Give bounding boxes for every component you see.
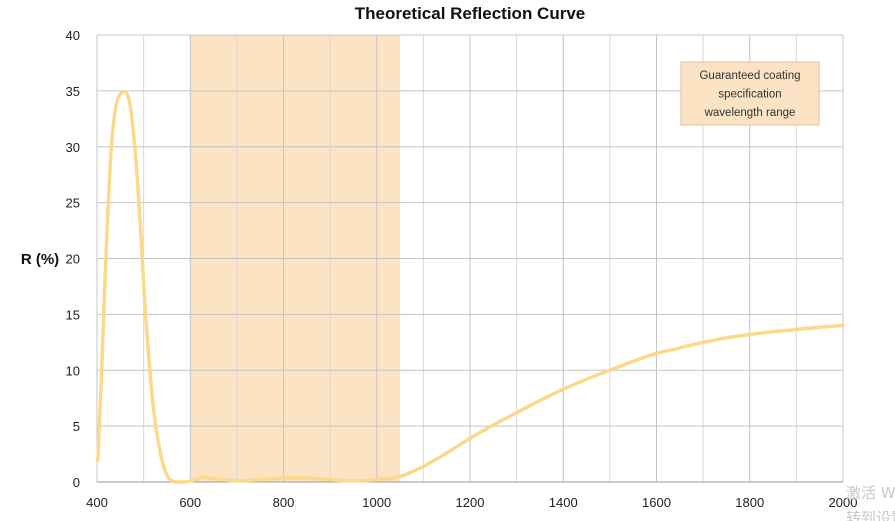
annotation-line: specification — [718, 89, 781, 101]
y-tick-label: 20 — [66, 252, 80, 267]
watermark-line-1: 激活 W — [846, 484, 895, 502]
y-tick-label: 10 — [66, 363, 80, 378]
series-layer — [96, 89, 845, 484]
tick-layer: 400 600 800 1000 1200 1400 1600 1800 2000 0 5 10 15 2… — [66, 28, 858, 510]
os-watermark: 激活 W 转到设置 — [846, 484, 895, 521]
chart-title: Theoretical Reflection Curve — [355, 4, 586, 23]
y-tick-label: 25 — [66, 196, 80, 211]
y-axis-label: R (%) — [21, 251, 59, 268]
watermark-line-2: 转到设置 — [846, 509, 895, 521]
x-tick-label: 1200 — [456, 495, 485, 510]
annotation-background — [680, 61, 820, 126]
annotation-box: Guaranteed coating specification wavelengt… — [680, 61, 820, 126]
grid-layer — [96, 34, 844, 483]
x-tick-label: 1000 — [362, 495, 391, 510]
x-tick-label: 400 — [86, 495, 108, 510]
y-tick-label: 5 — [73, 419, 80, 434]
annotation-line: wavelength range — [704, 107, 796, 119]
y-tick-label: 40 — [66, 28, 80, 43]
x-tick-label: 800 — [273, 495, 295, 510]
y-tick-label: 0 — [73, 475, 80, 490]
x-tick-label: 2000 — [829, 495, 858, 510]
annotation-line: Guaranteed coating — [699, 70, 800, 82]
x-tick-label: 1600 — [642, 495, 671, 510]
x-tick-label: 600 — [179, 495, 201, 510]
x-tick-label: 1400 — [549, 495, 578, 510]
reflection-curve — [96, 89, 845, 484]
annotation-text: Guaranteed coating specification wavelengt… — [699, 70, 800, 119]
x-tick-label: 1800 — [735, 495, 764, 510]
y-tick-label: 30 — [66, 140, 80, 155]
y-tick-label: 15 — [66, 307, 80, 322]
y-tick-label: 35 — [66, 84, 80, 99]
